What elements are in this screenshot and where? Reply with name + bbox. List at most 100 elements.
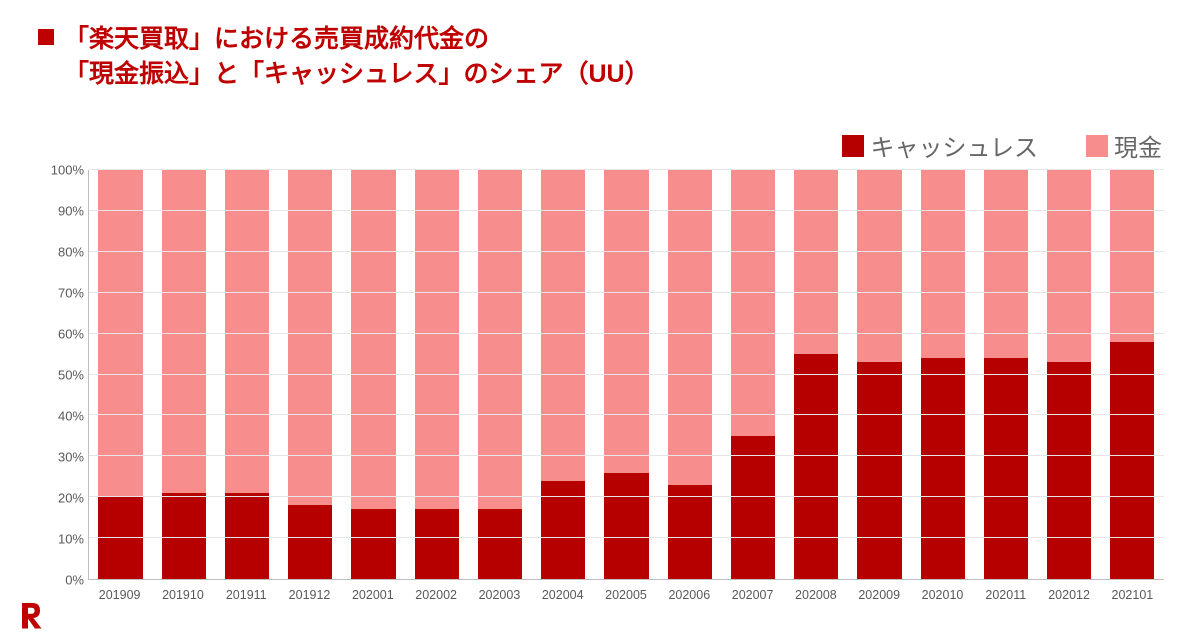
bar-segment-cash (351, 170, 395, 509)
grid-line (89, 169, 1164, 170)
y-tick-label: 40% (38, 409, 84, 424)
bar-slot (595, 170, 658, 579)
page-title: 「楽天買取」における売買成約代金の 「現金振込」と「キャッシュレス」のシェア（U… (64, 22, 650, 92)
grid-line (89, 414, 1164, 415)
chart-legend: キャッシュレス 現金 (842, 128, 1162, 163)
bar (415, 170, 459, 579)
x-axis-labels: 2019092019102019112019122020012020022020… (88, 584, 1164, 606)
bar-segment-cash (478, 170, 522, 509)
bar-slot (658, 170, 721, 579)
bar-segment-cash (604, 170, 648, 473)
bar (98, 170, 142, 579)
x-tick-label: 202003 (468, 584, 531, 606)
y-tick-label: 60% (38, 327, 84, 342)
bar-segment-cashless (288, 505, 332, 579)
bar-segment-cashless (794, 354, 838, 579)
y-tick-label: 20% (38, 491, 84, 506)
bar-segment-cashless (984, 358, 1028, 579)
bar-segment-cashless (1047, 362, 1091, 579)
bar-segment-cashless (668, 485, 712, 579)
bar (984, 170, 1028, 579)
legend-item: 現金 (1086, 128, 1162, 163)
bar-slot (1101, 170, 1164, 579)
bar-segment-cashless (415, 509, 459, 579)
grid-line (89, 210, 1164, 211)
bar-slot (468, 170, 531, 579)
bar (731, 170, 775, 579)
bar-slot (974, 170, 1037, 579)
bar (668, 170, 712, 579)
bar-slot (342, 170, 405, 579)
x-tick-label: 202101 (1101, 584, 1164, 606)
bar (857, 170, 901, 579)
bar (604, 170, 648, 579)
grid-line (89, 251, 1164, 252)
legend-label: キャッシュレス (870, 128, 1038, 163)
bar-segment-cash (668, 170, 712, 485)
bar-segment-cash (98, 170, 142, 497)
bar-segment-cashless (604, 473, 648, 579)
share-chart: 0%10%20%30%40%50%60%70%80%90%100% 201909… (38, 170, 1168, 606)
bar-segment-cashless (921, 358, 965, 579)
x-tick-label: 202012 (1037, 584, 1100, 606)
bar-segment-cashless (351, 509, 395, 579)
y-tick-label: 90% (38, 204, 84, 219)
bar (225, 170, 269, 579)
bar-slot (405, 170, 468, 579)
bar-segment-cashless (731, 436, 775, 579)
bar (478, 170, 522, 579)
bar-segment-cashless (162, 493, 206, 579)
bar-slot (89, 170, 152, 579)
bars-container (89, 170, 1164, 579)
y-tick-label: 0% (38, 573, 84, 588)
x-tick-label: 202010 (911, 584, 974, 606)
bar-segment-cashless (225, 493, 269, 579)
bar-segment-cashless (1110, 342, 1154, 579)
bar (288, 170, 332, 579)
rakuten-logo-icon (16, 600, 46, 630)
title-line-2: 「現金振込」と「キャッシュレス」のシェア（UU） (64, 60, 650, 88)
bar (794, 170, 838, 579)
legend-swatch-icon (842, 135, 864, 157)
bar-slot (1038, 170, 1101, 579)
bar (162, 170, 206, 579)
x-tick-label: 202011 (974, 584, 1037, 606)
bar-segment-cash (541, 170, 585, 481)
x-tick-label: 202004 (531, 584, 594, 606)
legend-item: キャッシュレス (842, 128, 1038, 163)
bar-segment-cashless (857, 362, 901, 579)
grid-line (89, 374, 1164, 375)
grid-line (89, 455, 1164, 456)
x-tick-label: 201909 (88, 584, 151, 606)
bar (1110, 170, 1154, 579)
bar-segment-cash (794, 170, 838, 354)
grid-line (89, 496, 1164, 497)
y-tick-label: 30% (38, 450, 84, 465)
bar-segment-cashless (478, 509, 522, 579)
x-tick-label: 201911 (215, 584, 278, 606)
x-tick-label: 202009 (848, 584, 911, 606)
legend-swatch-icon (1086, 135, 1108, 157)
bar-slot (215, 170, 278, 579)
bar (1047, 170, 1091, 579)
x-tick-label: 201910 (151, 584, 214, 606)
bar-segment-cash (415, 170, 459, 509)
bar-slot (279, 170, 342, 579)
x-tick-label: 202006 (658, 584, 721, 606)
grid-line (89, 333, 1164, 334)
grid-line (89, 292, 1164, 293)
x-tick-label: 202002 (404, 584, 467, 606)
title-line-1: 「楽天買取」における売買成約代金の (64, 25, 489, 53)
title-bullet-icon (38, 29, 54, 45)
bar-slot (152, 170, 215, 579)
y-tick-label: 100% (38, 163, 84, 178)
bar-slot (785, 170, 848, 579)
y-tick-label: 50% (38, 368, 84, 383)
y-tick-label: 80% (38, 245, 84, 260)
bar (351, 170, 395, 579)
page-title-block: 「楽天買取」における売買成約代金の 「現金振込」と「キャッシュレス」のシェア（U… (38, 22, 650, 92)
bar-segment-cash (162, 170, 206, 493)
bar-slot (532, 170, 595, 579)
bar-segment-cash (1110, 170, 1154, 342)
bar-slot (848, 170, 911, 579)
